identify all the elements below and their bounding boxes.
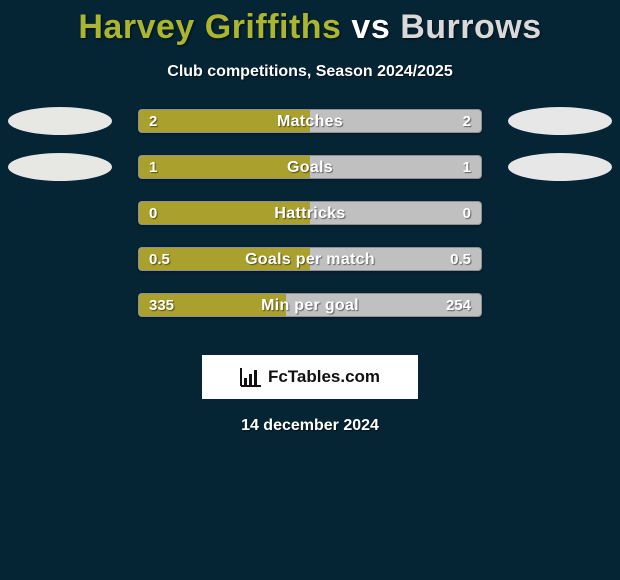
snapshot-date: 14 december 2024: [0, 417, 620, 435]
vs-text: vs: [351, 8, 390, 46]
player1-name: Harvey Griffiths: [78, 8, 341, 46]
player1-marker-ellipse: [8, 153, 112, 181]
stat-row: 1Goals1: [0, 155, 620, 201]
stat-label: Matches: [139, 110, 481, 133]
subtitle: Club competitions, Season 2024/2025: [0, 63, 620, 81]
stat-label: Hattricks: [139, 202, 481, 225]
stat-label: Goals: [139, 156, 481, 179]
stat-right-value: 2: [463, 110, 471, 133]
stat-bar: 0Hattricks0: [138, 201, 482, 225]
stat-bar: 335Min per goal254: [138, 293, 482, 317]
stat-row: 0.5Goals per match0.5: [0, 247, 620, 293]
stat-row: 2Matches2: [0, 109, 620, 155]
stat-right-value: 0: [463, 202, 471, 225]
player2-marker-ellipse: [508, 153, 612, 181]
player2-name: Burrows: [400, 8, 541, 46]
stat-right-value: 254: [446, 294, 471, 317]
comparison-title: Harvey Griffiths vs Burrows: [0, 0, 620, 47]
stat-bar: 0.5Goals per match0.5: [138, 247, 482, 271]
stat-right-value: 1: [463, 156, 471, 179]
stat-bar: 1Goals1: [138, 155, 482, 179]
stats-rows: 2Matches2 1Goals1 0Hattricks0 0.5Goals per …: [0, 109, 620, 339]
stat-label: Min per goal: [139, 294, 481, 317]
stat-row: 335Min per goal254: [0, 293, 620, 339]
player1-marker-ellipse: [8, 107, 112, 135]
stat-row: 0Hattricks0: [0, 201, 620, 247]
stat-label: Goals per match: [139, 248, 481, 271]
stat-bar: 2Matches2: [138, 109, 482, 133]
brand-box: FcTables.com: [202, 355, 418, 399]
stat-right-value: 0.5: [450, 248, 471, 271]
bar-chart-icon: [240, 367, 262, 387]
player2-marker-ellipse: [508, 107, 612, 135]
brand-text: FcTables.com: [268, 367, 380, 387]
